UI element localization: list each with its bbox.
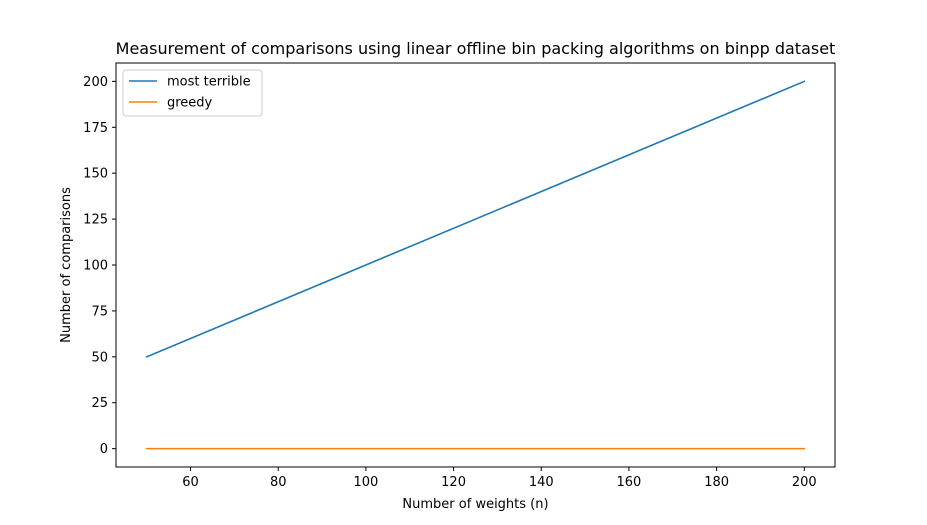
x-tick-label: 100 [353,475,378,490]
x-tick-label: 120 [441,475,466,490]
y-tick-label: 150 [83,167,108,182]
x-axis-label: Number of weights (n) [402,497,548,512]
x-tick-label: 180 [704,475,729,490]
legend-label-most-terrible: most terrible [167,75,251,90]
y-tick-label: 50 [91,350,108,365]
y-tick-label: 75 [91,304,108,319]
legend-box [122,69,263,117]
legend: most terrible greedy [122,69,263,117]
y-axis-label: Number of comparisons [59,187,74,343]
series-layer [145,80,806,450]
x-tick-label: 160 [617,475,642,490]
series-line-most-terrible [145,80,806,358]
y-tick-label: 100 [83,259,108,274]
y-tick-label: 25 [91,396,108,411]
x-tick-label: 80 [270,475,287,490]
x-tick-label: 140 [529,475,554,490]
chart-title: Measurement of comparisons using linear … [116,39,836,58]
y-axis-ticks: 0 25 50 75 100 125 150 175 200 [83,75,116,457]
legend-items: most terrible greedy [129,75,251,111]
y-tick-label: 0 [100,442,108,457]
y-tick-label: 200 [83,75,108,90]
y-tick-label: 125 [83,213,108,228]
x-tick-label: 200 [792,475,817,490]
y-tick-label: 175 [83,121,108,136]
x-axis-ticks: 60 80 100 120 140 160 180 200 [182,467,817,490]
x-tick-label: 60 [182,475,199,490]
legend-label-greedy: greedy [167,96,213,111]
